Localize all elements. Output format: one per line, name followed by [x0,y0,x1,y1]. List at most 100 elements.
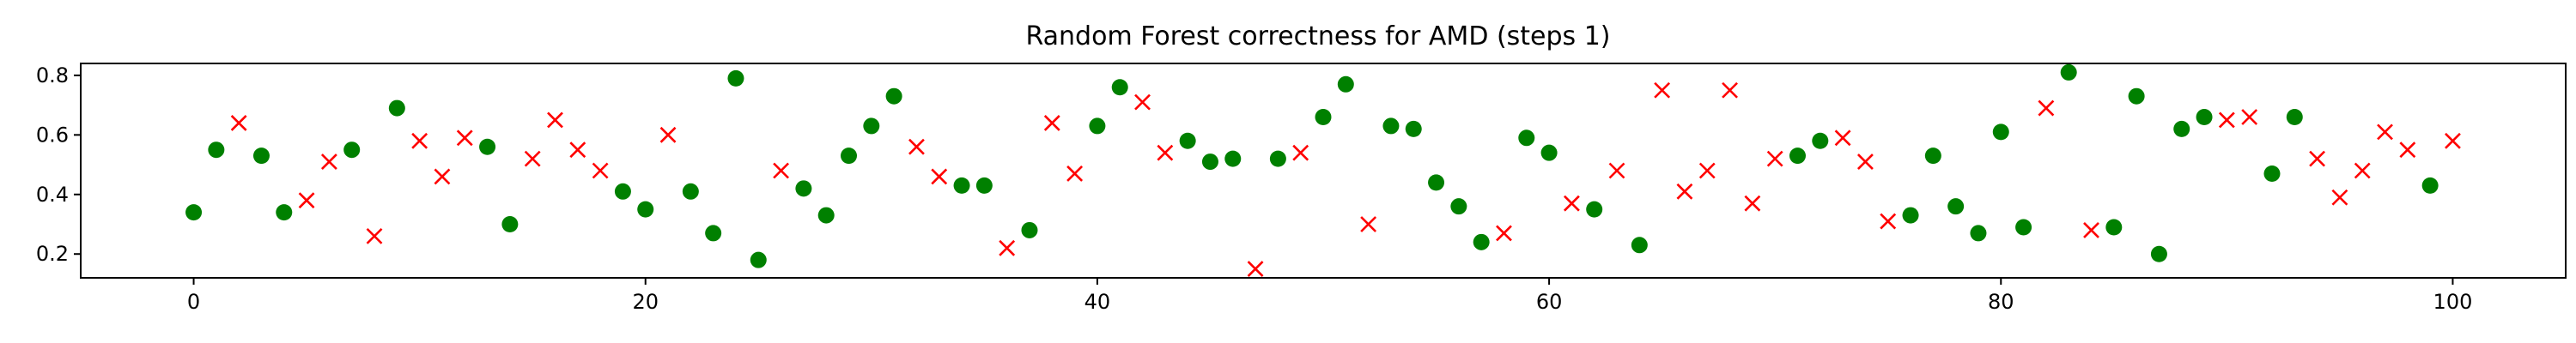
x-tick-label: 100 [2433,290,2473,314]
data-point-cross [2399,141,2416,159]
data-point-circle [841,147,858,165]
data-point-cross [2354,162,2371,179]
y-axis: 0.2 0.4 0.6 0.8 [36,63,81,266]
data-point-circle [1337,75,1354,93]
data-point-circle [1089,117,1106,135]
data-point-cross [456,129,473,147]
data-point-cross [2218,111,2235,129]
data-point-circle [727,69,744,87]
series-layer [185,63,2461,278]
data-point-circle [863,117,880,135]
data-point-circle [208,141,225,159]
data-point-circle [276,204,293,221]
data-point-cross [569,141,586,159]
data-point-circle [1315,109,1332,125]
data-point-circle [1518,129,1535,147]
data-point-circle [1269,150,1286,167]
data-point-circle [185,204,203,221]
data-point-cross [1496,225,1512,242]
data-point-circle [705,225,722,242]
data-point-cross [320,153,337,171]
data-point-circle [479,138,496,155]
data-point-circle [501,216,519,232]
x-tick-label: 60 [1536,290,1563,314]
data-point-cross [1157,144,1174,161]
data-point-cross [411,132,428,149]
data-point-circle [1924,147,1941,165]
data-point-circle [1201,153,1218,171]
data-point-circle [1179,132,1196,149]
data-point-circle [2196,109,2213,125]
plot-frame [80,63,2567,279]
data-point-cross [1066,165,1084,182]
data-point-cross [2331,189,2348,206]
series-1 [230,81,2461,278]
data-point-cross [1608,162,1625,179]
data-point-cross [1563,195,1580,212]
data-point-circle [975,177,993,194]
data-point-circle [953,177,970,194]
data-point-circle [1970,225,1987,242]
data-point-circle [1586,201,1603,218]
data-point-cross [2377,123,2393,141]
data-point-cross [1880,213,1897,230]
data-point-cross [2309,150,2326,167]
data-point-cross [773,162,790,179]
data-point-circle [1789,147,1806,165]
data-point-circle [1382,117,1400,135]
data-point-circle [1992,123,2009,141]
data-point-circle [2150,245,2167,262]
data-point-cross [1043,115,1060,131]
data-point-circle [1021,221,1038,238]
data-point-circle [1111,79,1128,96]
data-point-circle [2173,120,2190,137]
data-point-cross [1834,129,1851,147]
data-point-cross [434,168,451,185]
data-point-cross [1857,153,1874,171]
data-point-circle [1224,150,1242,167]
chart-title: Random Forest correctness for AMD (steps… [1025,21,1610,51]
data-point-cross [1134,93,1151,111]
data-point-circle [682,183,699,200]
data-point-circle [1450,198,1467,215]
data-point-circle [1473,233,1490,250]
x-tick-label: 0 [187,290,200,314]
data-point-circle [2286,109,2303,125]
data-point-circle [1405,120,1422,137]
data-point-cross [524,150,541,167]
data-point-cross [2445,132,2461,149]
data-point-cross [908,138,925,155]
y-tick-label: 0.8 [36,63,69,87]
data-point-cross [1654,81,1671,99]
data-point-cross [547,111,563,129]
data-point-cross [2241,109,2258,125]
data-point-cross [931,168,948,185]
data-point-circle [1428,174,1445,191]
data-point-cross [1247,261,1264,278]
data-point-circle [388,99,405,117]
data-point-circle [614,183,631,200]
x-tick-label: 80 [1988,290,2014,314]
x-axis: 0 20 40 60 80 100 [187,278,2472,314]
data-point-cross [1698,162,1716,179]
data-point-cross [298,192,315,209]
data-point-circle [817,207,835,224]
data-point-circle [750,251,767,268]
plot-area [80,63,2567,279]
data-point-circle [2128,87,2145,105]
data-point-circle [343,141,361,159]
data-point-cross [366,227,383,244]
data-point-circle [885,87,902,105]
data-point-circle [2060,63,2077,81]
data-point-cross [2083,222,2099,238]
data-point-circle [2263,165,2281,182]
data-point-cross [230,115,247,131]
data-point-cross [1744,195,1761,212]
series-0 [185,63,2439,268]
data-point-circle [2015,219,2032,236]
data-point-circle [795,180,812,197]
data-point-circle [637,201,654,218]
data-point-cross [659,126,677,143]
data-point-cross [1766,150,1783,167]
